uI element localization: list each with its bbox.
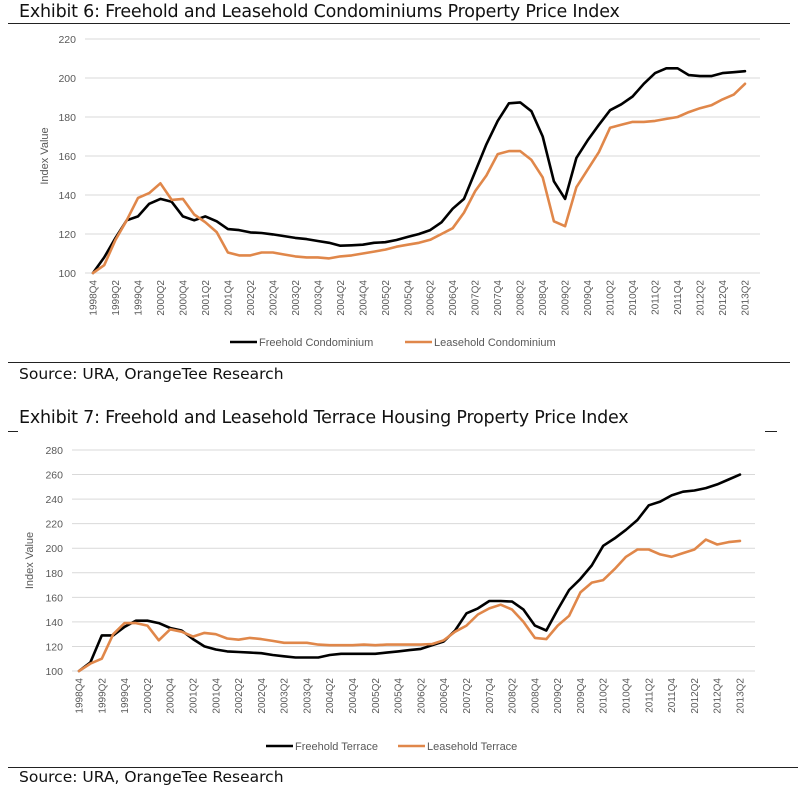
x-tick-label: 2004Q4 [348,678,359,714]
exhibit-7-title: Exhibit 7: Freehold and Leasehold Terrac… [19,408,629,428]
legend-label: Freehold Condominium [259,337,373,349]
x-tick-label: 1999Q4 [133,280,144,316]
y-tick-label: 160 [45,592,63,604]
x-tick-label: 2006Q2 [426,280,437,316]
y-tick-label: 120 [45,641,63,653]
y-tick-label: 180 [58,112,76,124]
y-tick-label: 100 [58,268,76,280]
y-tick-label: 140 [58,190,76,202]
series-line-leasehold-condominium [91,82,747,275]
x-tick-label: 2013Q2 [741,280,752,316]
exhibit-7-source: Source: URA, OrangeTee Research [19,768,284,786]
x-tick-label: 2009Q2 [553,678,564,714]
x-tick-label: 1999Q2 [97,678,108,714]
y-tick-label: 240 [45,494,63,506]
y-tick-label: 120 [58,229,76,241]
y-tick-label: 160 [58,151,76,163]
y-axis-label: Index Value [39,127,51,184]
x-tick-label: 2005Q2 [381,280,392,316]
x-tick-label: 2003Q2 [291,280,302,316]
x-tick-label: 2010Q2 [599,678,610,714]
x-tick-label: 2010Q2 [606,280,617,316]
x-tick-label: 2005Q2 [371,678,382,714]
y-tick-label: 140 [45,617,63,629]
x-tick-label: 2009Q4 [576,678,587,714]
x-tick-label: 2008Q4 [538,280,549,316]
y-tick-label: 200 [45,543,63,555]
x-tick-label: 2001Q4 [211,678,222,714]
x-tick-label: 2007Q2 [462,678,473,714]
x-tick-label: 2012Q2 [696,280,707,316]
legend-label: Leasehold Terrace [427,741,517,753]
y-tick-label: 100 [45,666,63,678]
legend-label: Freehold Terrace [295,741,378,753]
y-tick-label: 220 [45,519,63,531]
x-tick-label: 2009Q2 [561,280,572,316]
x-tick-label: 2006Q4 [448,280,459,316]
y-tick-label: 200 [58,73,76,85]
x-tick-label: 2003Q4 [313,280,324,316]
legend-label: Leasehold Condominium [434,337,556,349]
x-tick-label: 2005Q4 [403,280,414,316]
x-tick-label: 2008Q4 [530,678,541,714]
y-tick-label: 280 [45,445,63,457]
x-tick-label: 2008Q2 [508,678,519,714]
x-tick-label: 1999Q4 [120,678,131,714]
y-tick-label: 260 [45,470,63,482]
source-rule [8,767,798,768]
x-tick-label: 2011Q4 [673,280,684,315]
exhibit-6-title: Exhibit 6: Freehold and Leasehold Condom… [19,2,620,22]
x-tick-label: 2004Q2 [336,280,347,316]
x-tick-label: 2011Q2 [651,280,662,315]
x-tick-label: 2008Q2 [516,280,527,316]
x-tick-label: 2001Q2 [188,678,199,714]
x-tick-label: 2006Q2 [416,678,427,714]
x-tick-label: 2007Q4 [493,280,504,316]
y-tick-label: 180 [45,568,63,580]
x-tick-label: 2012Q4 [713,678,724,714]
x-tick-label: 2012Q2 [690,678,701,714]
title-rule-left [8,431,18,432]
condominium-price-index-chart: 100 120 140 160 180 200 220 Index Value 1998Q4 19… [39,34,760,349]
x-tick-label: 1998Q4 [89,280,100,316]
series-line-freehold-condominium [91,67,747,275]
x-tick-label: 2004Q4 [358,280,369,316]
x-tick-label: 2002Q4 [268,280,279,316]
x-tick-label: 2002Q2 [234,678,245,714]
source-rule [8,362,790,363]
exhibit-6-source: Source: URA, OrangeTee Research [19,365,284,383]
x-tick-label: 1998Q4 [75,678,86,714]
y-tick-label: 220 [58,34,76,46]
x-tick-label: 2006Q4 [439,678,450,714]
title-rule [8,23,790,24]
title-rule-right [765,431,777,432]
terrace-price-index-chart: 100 120 140 160 180 200 220 240 260 280 Index Valu… [24,445,755,753]
x-tick-label: 2003Q2 [280,678,291,714]
y-axis-label: Index Value [24,532,36,589]
x-tick-label: 2003Q4 [302,678,313,714]
x-tick-label: 2004Q2 [325,678,336,714]
x-tick-label: 2009Q4 [583,280,594,316]
x-tick-label: 2005Q4 [394,678,405,714]
x-tick-label: 2007Q4 [485,678,496,714]
x-tick-label: 2001Q2 [201,280,212,316]
x-tick-label: 2007Q2 [471,280,482,316]
x-tick-label: 2002Q2 [246,280,257,316]
x-tick-label: 2011Q4 [667,678,678,713]
x-tick-label: 2013Q2 [736,678,747,714]
series-line-leasehold-terrace [77,538,742,673]
x-tick-label: 2010Q4 [622,678,633,714]
x-tick-label: 2012Q4 [718,280,729,316]
x-tick-label: 2002Q4 [257,678,268,714]
x-tick-label: 2001Q4 [223,280,234,316]
x-tick-label: 2000Q2 [156,280,167,316]
x-tick-label: 2000Q2 [143,678,154,714]
x-tick-label: 2000Q4 [178,280,189,316]
x-tick-label: 2000Q4 [166,678,177,714]
x-tick-label: 2011Q2 [644,678,655,713]
x-tick-label: 2010Q4 [628,280,639,316]
x-tick-label: 1999Q2 [111,280,122,316]
